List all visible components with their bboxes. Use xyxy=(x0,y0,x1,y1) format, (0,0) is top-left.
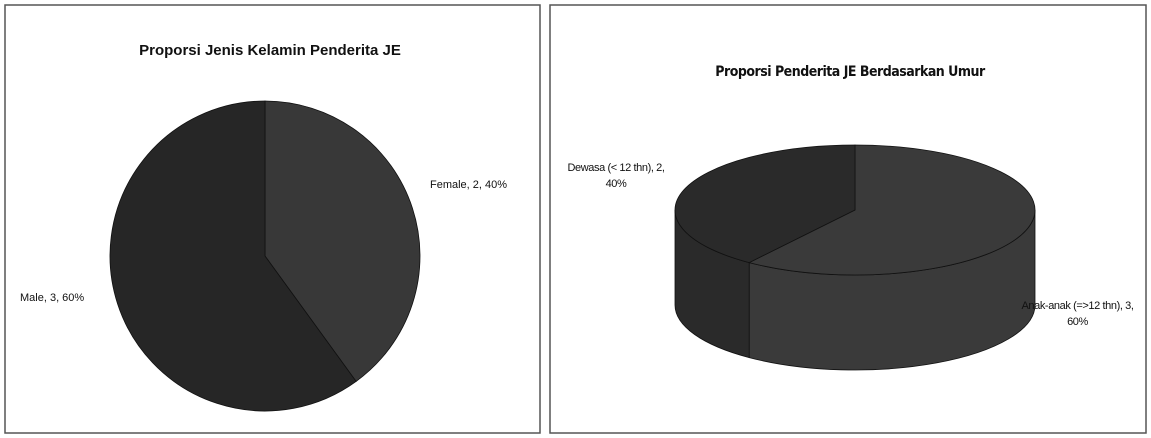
chart-title: Proporsi Jenis Kelamin Penderita JE xyxy=(139,42,401,59)
pie-slice xyxy=(264,100,421,382)
panel xyxy=(4,4,541,434)
data-label: Male, 3, 60% xyxy=(20,292,85,304)
pie-slice xyxy=(109,100,357,412)
pie-slice xyxy=(748,144,1036,276)
chart-title: Proporsi Penderita JE Berdasarkan Umur xyxy=(715,64,985,80)
data-label: Female, 2, 40% xyxy=(430,179,508,191)
data-label: Anak-anak (=>12 thn), 3, 60% xyxy=(1021,300,1134,328)
pie-slice xyxy=(674,144,856,264)
panel xyxy=(549,4,1147,434)
data-label: Dewasa (< 12 thn), 2, 40% xyxy=(567,162,665,190)
